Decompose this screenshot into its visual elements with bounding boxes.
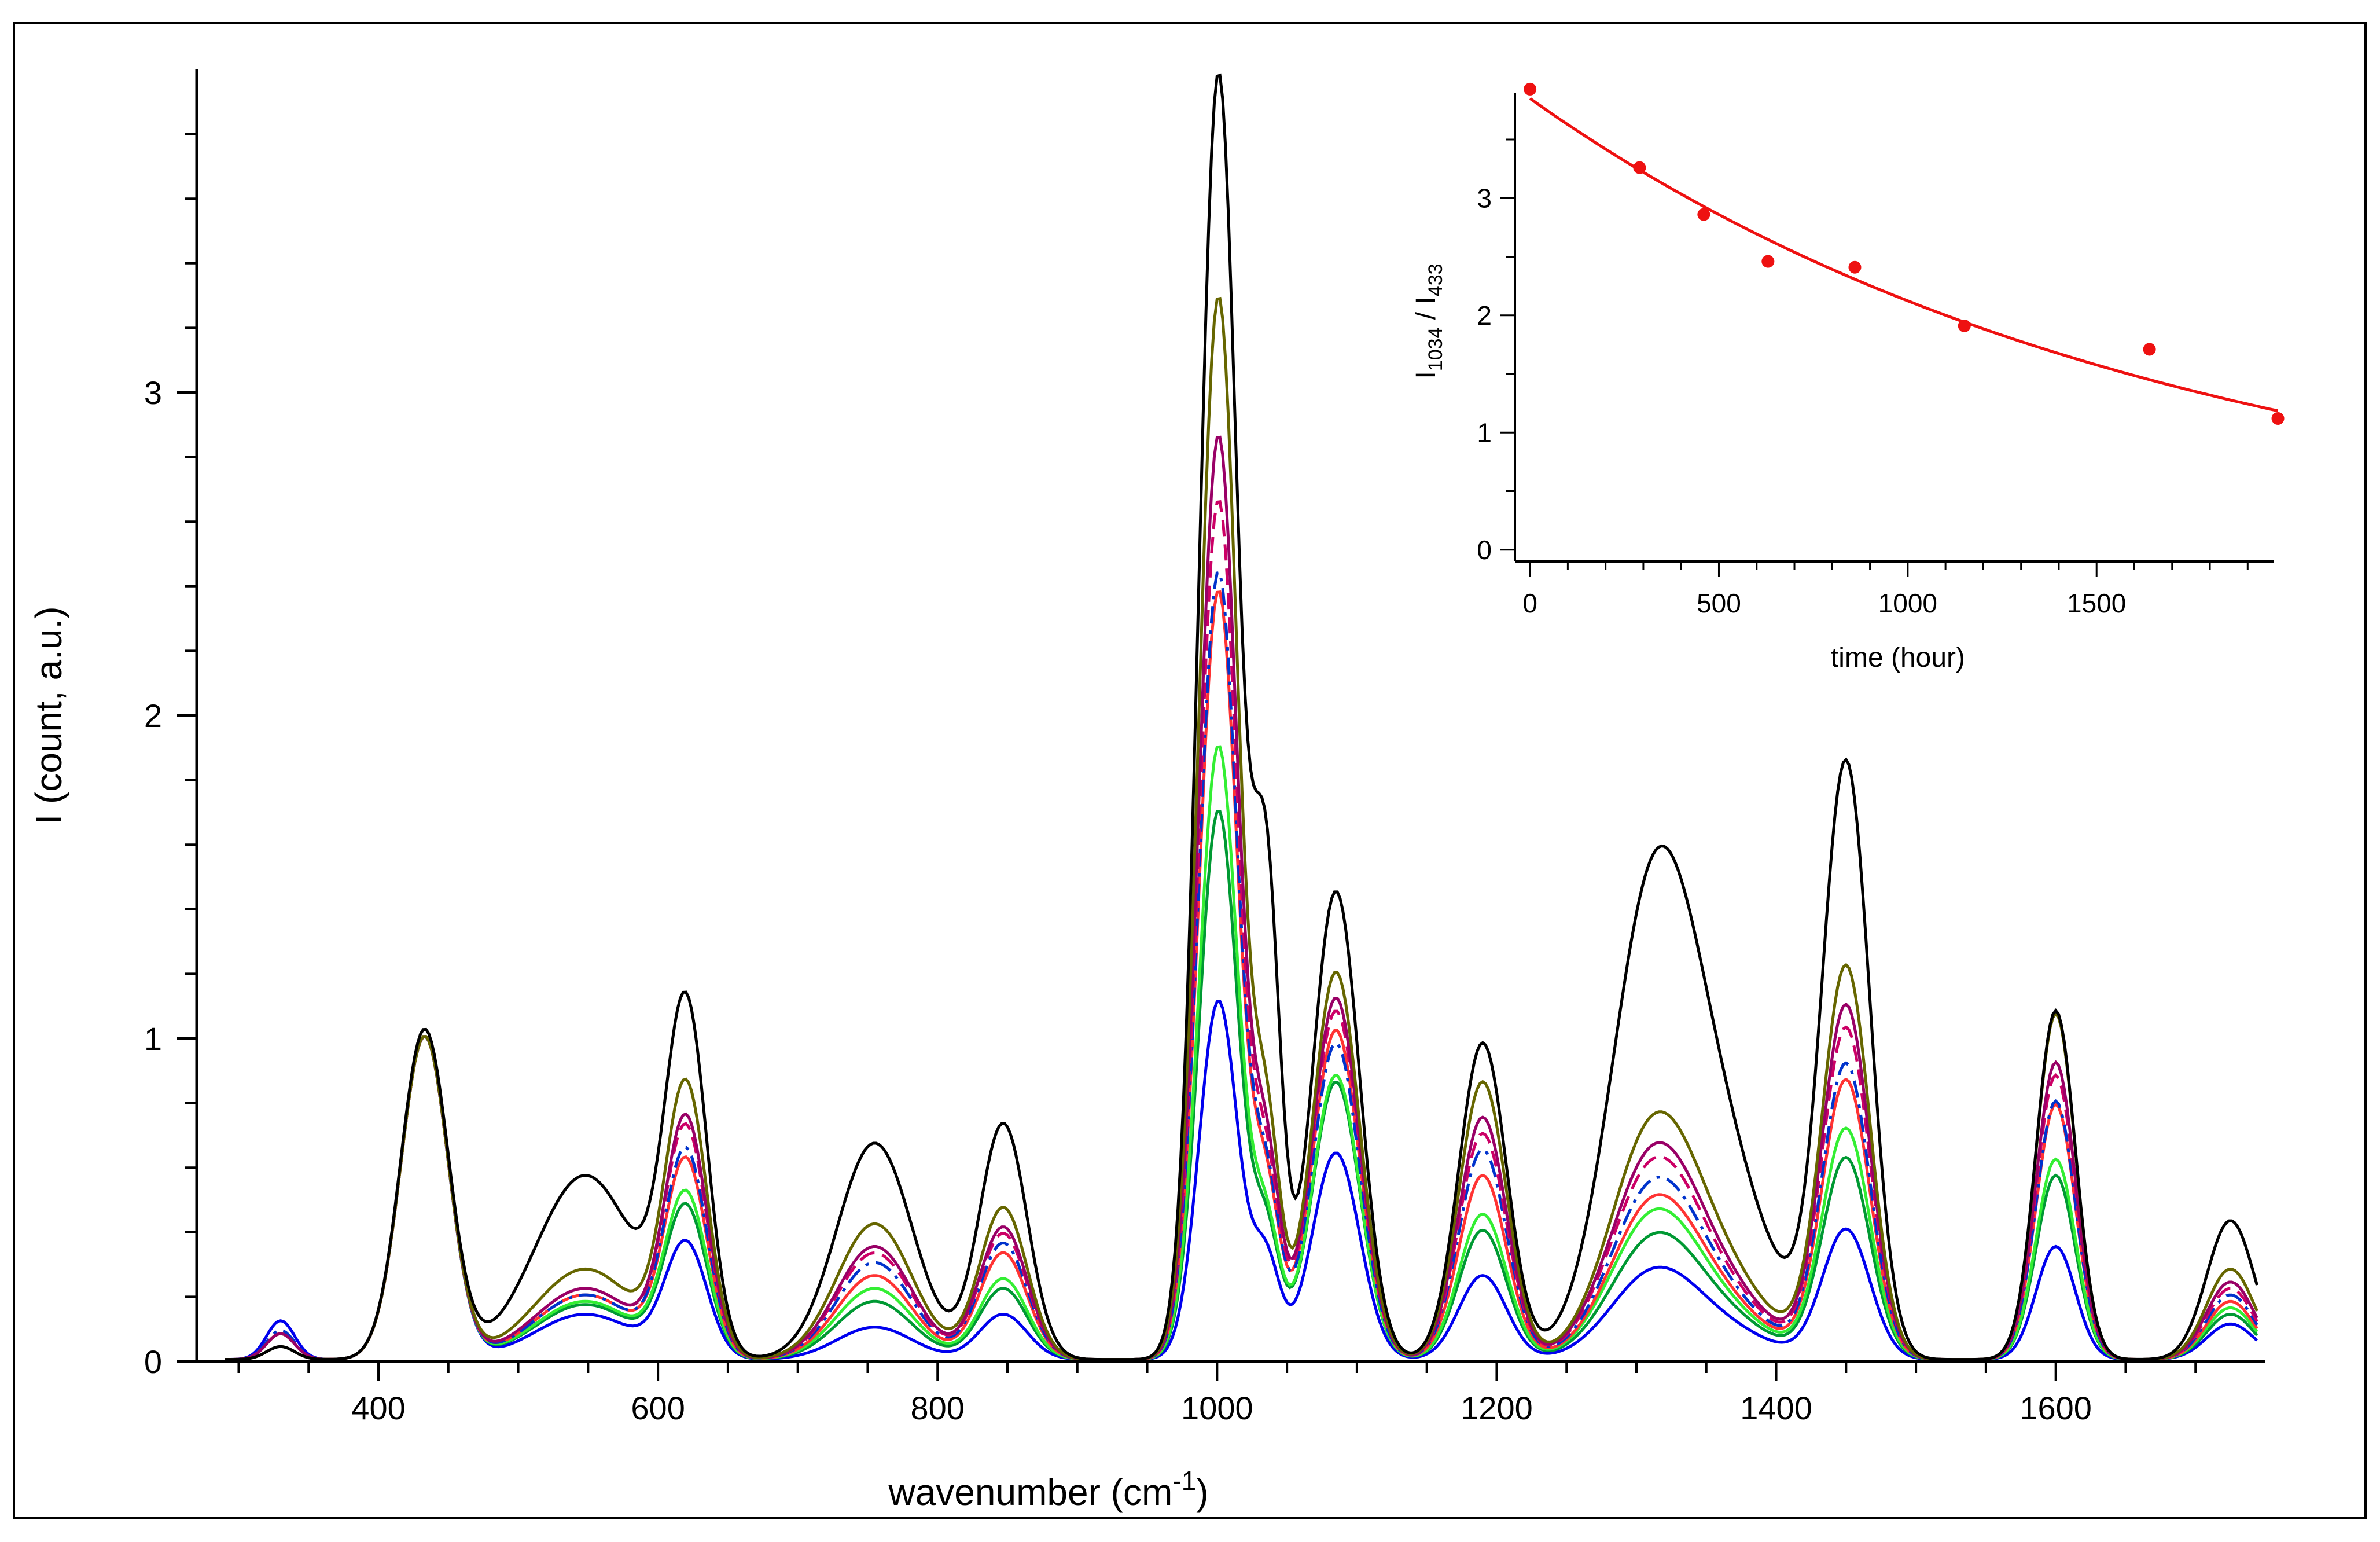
inset-data-point (2271, 412, 2285, 425)
inset-x-tick-label: 500 (1697, 588, 1741, 618)
x-tick-label: 600 (631, 1390, 685, 1426)
inset-x-tick-label: 1500 (2067, 588, 2126, 618)
y-tick-label: 1 (144, 1020, 162, 1057)
inset-y-tick-label: 3 (1477, 183, 1492, 213)
x-tick-label: 1000 (1181, 1390, 1253, 1426)
x-tick-label: 1600 (2019, 1390, 2092, 1426)
inset-y-tick-label: 1 (1477, 417, 1492, 447)
x-tick-label: 400 (351, 1390, 405, 1426)
inset-y-axis-title: I1034 / I433 (1411, 263, 1447, 379)
inset-plot: 0 500 1000 1500 0 1 2 3 time (hour) I1034 / I4… (1411, 82, 2285, 673)
main-series-group (225, 73, 2258, 1361)
y-tick-label: 3 (144, 375, 162, 411)
inset-x-tick-label: 1000 (1878, 588, 1937, 618)
x-tick-label: 800 (911, 1390, 965, 1426)
main-x-axis-title: wavenumber (cm-1) (888, 1466, 1208, 1513)
inset-y-ticks: 0 1 2 3 (1477, 138, 1515, 565)
series-line-olive (225, 296, 2258, 1361)
inset-data-point (1697, 208, 1710, 221)
main-x-ticks: 400 600 800 1000 1200 1400 1600 (237, 1361, 2197, 1426)
x-tick-label: 1400 (1740, 1390, 1812, 1426)
inset-x-tick-label: 0 (1522, 588, 1537, 618)
series-line-black (225, 73, 2258, 1361)
x-tick-label: 1200 (1461, 1390, 1533, 1426)
inset-data-point (1958, 319, 1971, 332)
inset-x-axis-title: time (hour) (1831, 642, 1965, 673)
main-y-ticks: 0 1 2 3 (144, 133, 197, 1380)
inset-fit-curve (1529, 97, 2279, 413)
y-tick-label: 0 (144, 1343, 162, 1380)
y-tick-label: 2 (144, 697, 162, 734)
inset-data-point (1633, 161, 1646, 174)
inset-y-tick-label: 2 (1477, 300, 1492, 331)
inset-marks-group (1524, 82, 2285, 425)
main-y-axis-title: I (count, a.u.) (28, 606, 69, 824)
inset-data-point (1524, 82, 1537, 96)
inset-x-ticks: 0 500 1000 1500 (1522, 561, 2249, 618)
inset-data-point (2143, 343, 2156, 356)
figure-frame (13, 22, 2367, 1519)
inset-y-tick-label: 0 (1477, 535, 1492, 565)
inset-data-point (1848, 260, 1862, 274)
inset-data-point (1761, 255, 1775, 268)
